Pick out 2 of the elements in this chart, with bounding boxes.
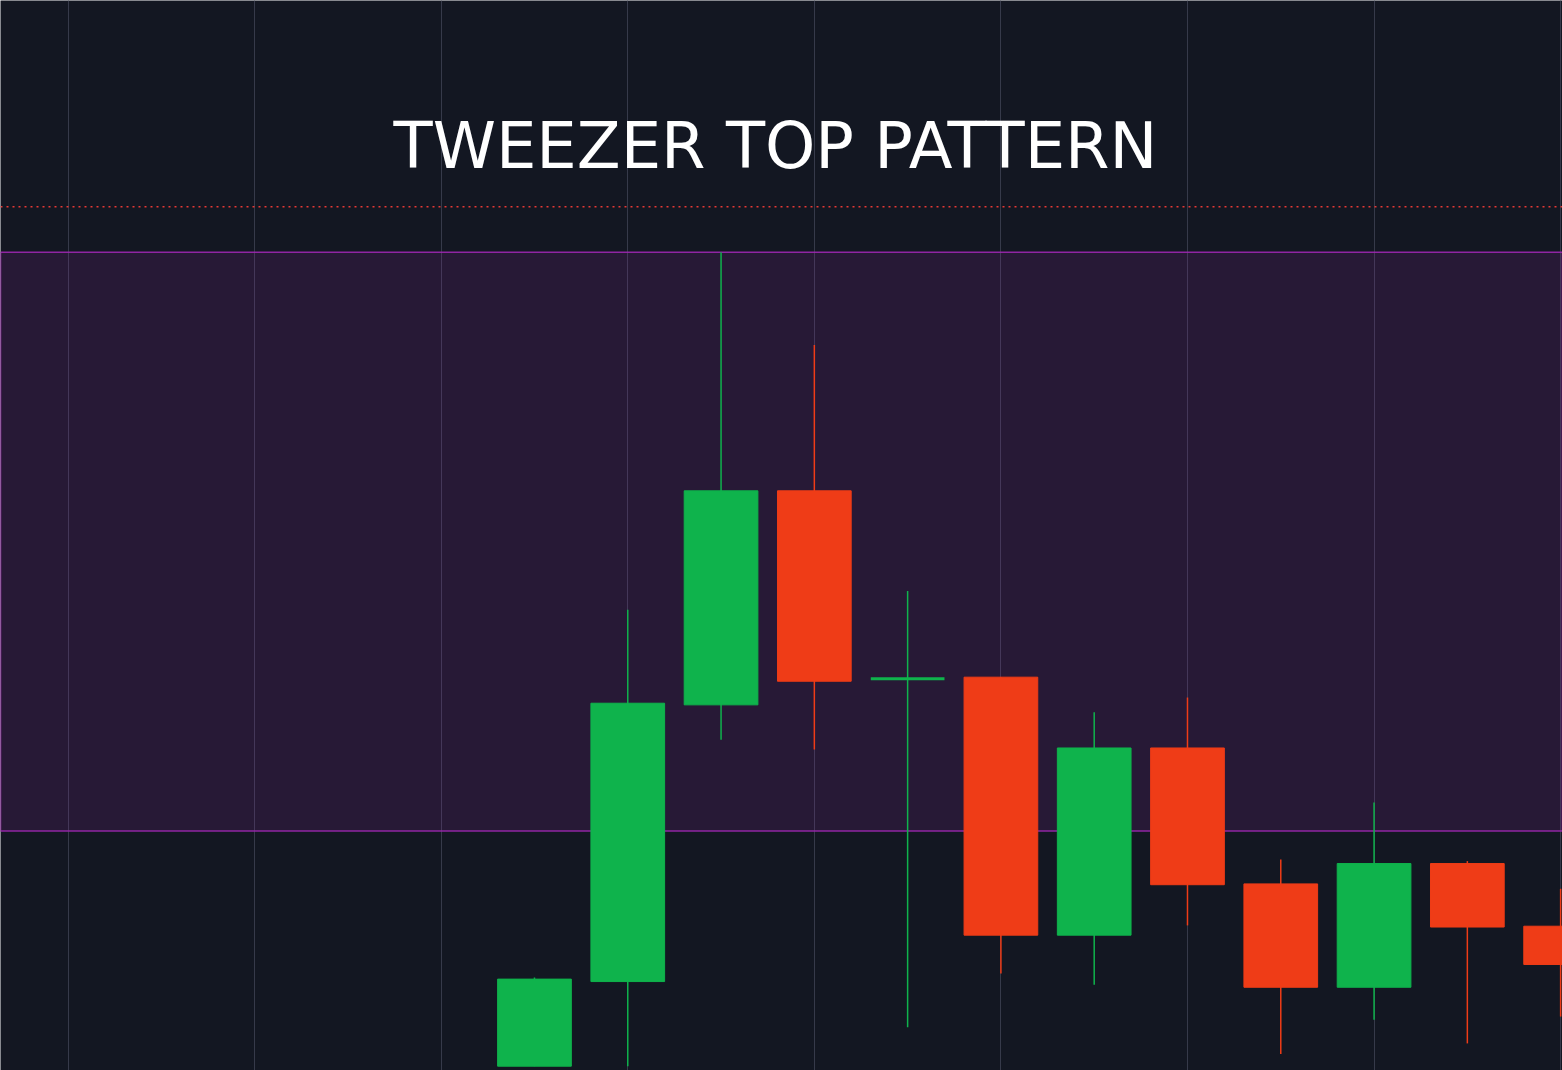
candlestick: [869, 590, 945, 1028]
chart-title: TWEEZER TOP PATTERN: [392, 108, 1158, 183]
